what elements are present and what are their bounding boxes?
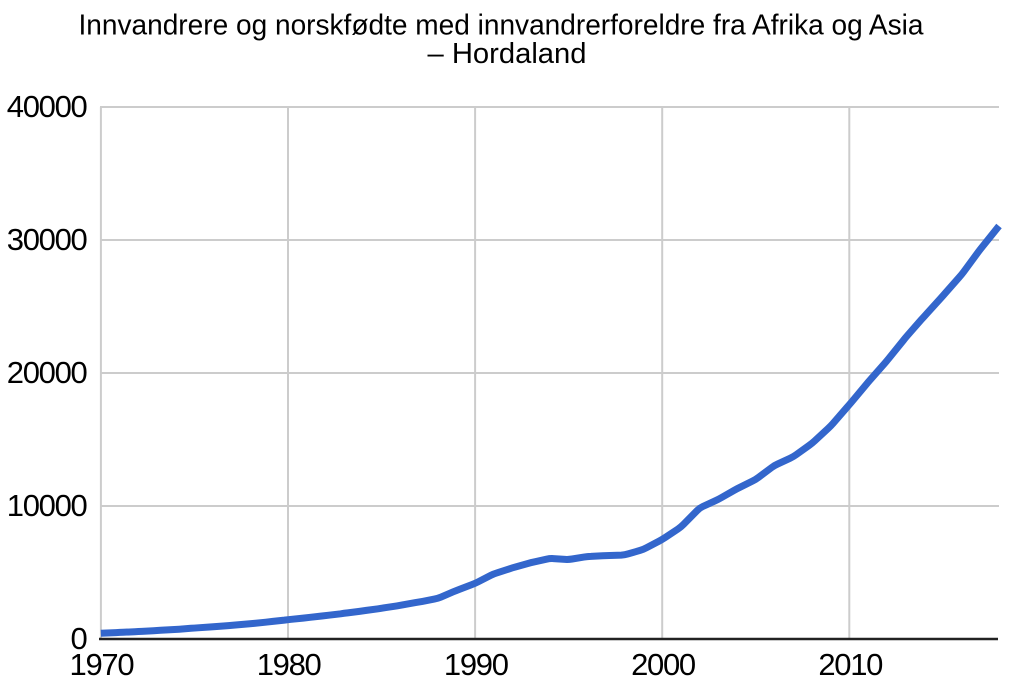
svg-text:2010: 2010 — [818, 647, 883, 682]
svg-text:20000: 20000 — [7, 355, 88, 390]
svg-text:0: 0 — [71, 621, 88, 656]
svg-text:1980: 1980 — [257, 647, 322, 682]
svg-text:10000: 10000 — [7, 488, 88, 523]
svg-text:Innvandrere og norskfødte med: Innvandrere og norskfødte med innvandrer… — [79, 10, 925, 42]
svg-text:– Hordaland: – Hordaland — [428, 38, 587, 70]
svg-text:30000: 30000 — [7, 222, 88, 257]
svg-text:1990: 1990 — [444, 647, 509, 682]
svg-text:2000: 2000 — [631, 647, 696, 682]
svg-text:1970: 1970 — [70, 647, 135, 682]
svg-text:40000: 40000 — [7, 89, 88, 124]
